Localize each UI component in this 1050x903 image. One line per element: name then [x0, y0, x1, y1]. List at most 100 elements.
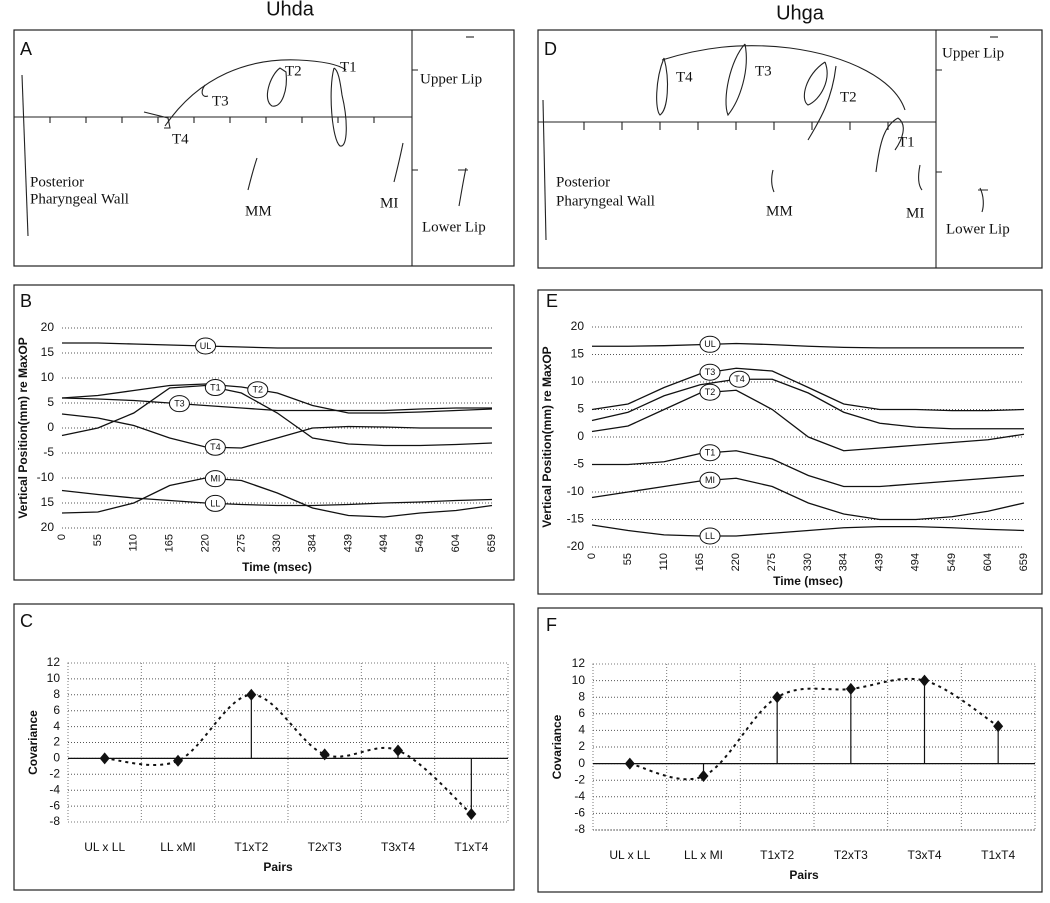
- series-label-circle: [204, 470, 226, 488]
- x-tick-label: T1xT2: [234, 840, 268, 854]
- x-tick-label: 439: [874, 553, 886, 571]
- x-tick-label: T1xT2: [760, 848, 794, 862]
- series-label: UL: [200, 341, 212, 351]
- x-tick-label: T1xT4: [454, 840, 488, 854]
- panel-frame: [537, 289, 1043, 595]
- diagram-label: Upper Lip: [420, 71, 482, 87]
- panel-letter: D: [544, 39, 557, 59]
- series-label: T3: [705, 367, 716, 377]
- y-tick-label: 15: [571, 347, 585, 361]
- y-tick-label: -15: [567, 512, 585, 526]
- panel-letter: A: [20, 39, 32, 59]
- x-tick-label: 330: [271, 534, 283, 552]
- diagram-label: T3: [755, 63, 772, 79]
- x-tick-label: 604: [450, 534, 462, 552]
- series-label-circle: [699, 471, 721, 489]
- diagram-label: Pharyngeal Wall: [556, 193, 655, 209]
- y-tick-label: 0: [47, 420, 54, 434]
- x-tick-label: T1xT4: [981, 848, 1015, 862]
- y-tick-label: -8: [574, 822, 585, 836]
- trajectory: [978, 187, 988, 213]
- diagram-label: Lower Lip: [422, 219, 486, 235]
- panel-frame: [537, 29, 1043, 269]
- panel-frame: [13, 603, 515, 891]
- y-tick-label: 5: [47, 395, 54, 409]
- marker: [173, 754, 183, 767]
- trajectory: [875, 117, 904, 173]
- y-tick-label: -6: [49, 798, 60, 812]
- y-tick-label: -10: [37, 470, 55, 484]
- trajectory: [803, 61, 837, 141]
- diagram-label: Lower Lip: [946, 221, 1010, 237]
- x-tick-label: T3xT4: [907, 848, 941, 862]
- y-tick-label: 20: [571, 319, 585, 333]
- diagram-label: Upper Lip: [942, 45, 1004, 61]
- series-line: [591, 477, 1025, 521]
- series-label-circle: [699, 363, 721, 381]
- panel-letter: C: [20, 611, 33, 631]
- pharyngeal-wall: [542, 99, 547, 241]
- y-tick-label: -2: [574, 772, 585, 786]
- y-tick-label: -5: [43, 445, 54, 459]
- y-tick-label: 0: [578, 756, 585, 770]
- y-tick-label: 20: [41, 520, 55, 534]
- series-label: T4: [210, 442, 221, 452]
- series-label-circle: [168, 395, 190, 413]
- y-tick-label: 0: [53, 751, 60, 765]
- y-tick-label: 2: [578, 739, 585, 753]
- palate-arc: [661, 45, 906, 111]
- y-tick-label: 8: [53, 687, 60, 701]
- x-tick-label: 384: [306, 534, 318, 552]
- series-label-circle: [247, 381, 269, 399]
- series-label: T1: [210, 382, 221, 392]
- y-axis-label: Covariance: [550, 714, 564, 779]
- x-tick-label: 659: [1018, 553, 1030, 571]
- series-label: T2: [252, 385, 263, 395]
- series-label: LL: [210, 498, 220, 508]
- y-tick-label: 12: [572, 656, 586, 670]
- x-tick-label: UL x LL: [84, 840, 125, 854]
- y-tick-label: 10: [572, 673, 586, 687]
- y-tick-label: -10: [567, 484, 585, 498]
- x-tick-label: 549: [946, 553, 958, 571]
- diagram-a: [13, 29, 515, 267]
- y-tick-label: 6: [578, 706, 585, 720]
- marker: [624, 757, 635, 770]
- y-tick-label: -2: [49, 766, 60, 780]
- y-axis-label: Vertical Position(mm) re MaxOP: [540, 346, 554, 527]
- series-label: MI: [210, 474, 220, 484]
- x-tick-label: T3xT4: [381, 840, 415, 854]
- x-tick-label: 604: [982, 553, 994, 571]
- x-axis-label: Time (msec): [242, 560, 312, 574]
- x-tick-label: UL x LL: [609, 848, 650, 862]
- trajectory: [771, 169, 775, 193]
- series-line: [61, 384, 493, 447]
- y-tick-label: 10: [41, 370, 55, 384]
- trajectory: [656, 57, 669, 116]
- x-tick-label: 275: [766, 553, 778, 571]
- column-title: Uhga: [776, 2, 825, 24]
- trajectory: [143, 84, 209, 129]
- y-tick-label: -20: [567, 539, 585, 553]
- marker: [919, 674, 930, 687]
- panel-letter: B: [20, 291, 32, 311]
- y-tick-label: 15: [41, 345, 55, 359]
- diagram-label: T1: [898, 134, 915, 150]
- palate-arc: [164, 59, 347, 127]
- x-tick-label: 384: [838, 553, 850, 571]
- series-label: T3: [174, 399, 185, 409]
- series-label-circle: [204, 494, 226, 512]
- series-line: [592, 342, 1024, 349]
- y-tick-label: -4: [49, 782, 60, 796]
- axis-ticks: [583, 69, 942, 173]
- y-tick-label: -6: [574, 806, 585, 820]
- series-line: [62, 342, 492, 349]
- marker: [99, 752, 110, 765]
- x-tick-label: 330: [802, 553, 814, 571]
- series-label-circle: [699, 444, 721, 462]
- trajectory: [266, 67, 287, 107]
- series-label: UL: [704, 339, 716, 349]
- diagram-label: T3: [212, 93, 229, 109]
- y-tick-label: 10: [571, 374, 585, 388]
